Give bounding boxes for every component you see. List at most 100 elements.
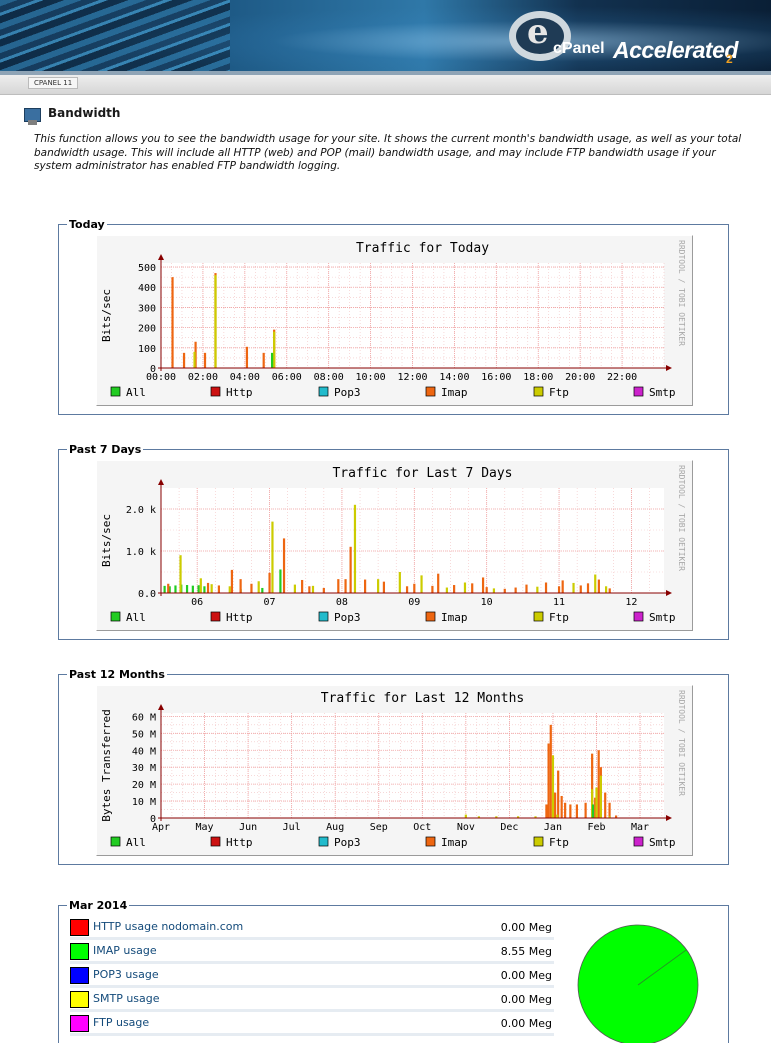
usage-value-http: 0.00 Meg — [500, 921, 552, 934]
x-tick-label: 09 — [408, 597, 420, 608]
chart-bar — [377, 579, 380, 593]
legend-label: Ftp — [549, 836, 569, 849]
chart-traffic-today: Traffic for Today RRDTOOL / TOBI OETIKER B… — [96, 235, 693, 406]
chart-bar — [405, 586, 409, 593]
chart-bar — [591, 789, 594, 818]
legend-swatch — [210, 611, 221, 622]
y-tick-label: 2.0 k — [126, 505, 156, 516]
section-past-12-months: Past 12 Months — [58, 668, 729, 865]
legend-swatch — [110, 836, 121, 847]
chart-bar — [604, 792, 607, 818]
chart-bar — [591, 753, 594, 818]
usage-table: HTTP usage nodomain.com 0.00 Meg IMAP us… — [70, 916, 554, 1036]
usage-label-pop3[interactable]: POP3 usage — [93, 968, 159, 981]
chart-bar — [250, 583, 253, 593]
legend-label: Pop3 — [334, 836, 361, 849]
x-tick-label: 08:00 — [314, 372, 344, 383]
chart-bar — [599, 775, 602, 818]
chart-bar — [270, 352, 274, 368]
usage-swatch — [70, 919, 89, 936]
legend-label: Ftp — [549, 611, 569, 624]
chart-bar — [545, 804, 548, 818]
chart-bar — [445, 587, 448, 593]
chart-bar — [182, 352, 186, 368]
x-tick-label: 02:00 — [188, 372, 218, 383]
legend-swatch — [633, 611, 644, 622]
x-tick-label: 10 — [481, 597, 493, 608]
banner-glow — [0, 0, 771, 75]
chart-bar — [282, 538, 286, 593]
section-current-month-legend: Mar 2014 — [69, 899, 128, 912]
legend-label: Smtp — [649, 611, 676, 624]
legend-label: Imap — [441, 611, 468, 624]
chart-bar — [495, 816, 498, 818]
chart-bar — [608, 802, 611, 818]
usage-row: POP3 usage 0.00 Meg — [70, 964, 554, 988]
chart-bar — [556, 814, 559, 818]
chart-bar — [293, 584, 296, 593]
chart-bar — [344, 579, 347, 593]
cpanel-logo-letter-icon: e — [527, 12, 549, 52]
chart-bar — [163, 585, 166, 593]
chart-bar — [549, 724, 552, 818]
chart-bar — [203, 586, 206, 593]
chart-bar — [503, 588, 506, 593]
chart-bar — [534, 816, 537, 818]
chart-bar — [349, 546, 352, 593]
chart-bar — [597, 579, 600, 593]
x-tick-label: Mar — [631, 822, 649, 833]
chart-bar — [453, 585, 456, 593]
section-current-month: Mar 2014 — [58, 899, 729, 1043]
usage-label-http[interactable]: HTTP usage nodomain.com — [93, 920, 244, 933]
usage-label-smtp[interactable]: SMTP usage — [93, 992, 160, 1005]
chart-bar — [554, 792, 557, 818]
chart-bar — [561, 580, 564, 593]
chart-bar — [337, 579, 340, 593]
chart-bar — [262, 352, 265, 368]
chart-bar — [471, 583, 474, 593]
section-past-7-days: Past 7 Days — [58, 443, 729, 640]
y-tick-label: 0 — [150, 814, 156, 825]
header-banner: e cPanel Accelerated 2 — [0, 0, 771, 75]
x-tick-label: 04:00 — [230, 372, 260, 383]
usage-row: HTTP usage nodomain.com 0.00 Meg — [70, 916, 554, 940]
pie-slice — [577, 924, 699, 1043]
usage-label-ftp[interactable]: FTP usage — [93, 1016, 150, 1029]
chart-bar — [273, 331, 276, 368]
usage-swatch — [70, 1015, 89, 1032]
banner-divider — [0, 71, 771, 75]
plot-area — [161, 488, 664, 593]
usage-label-imap[interactable]: IMAP usage — [93, 944, 157, 957]
chart-bar — [431, 585, 434, 593]
usage-swatch — [70, 943, 89, 960]
chart-watermark: RRDTOOL / TOBI OETIKER — [677, 465, 686, 571]
y-tick-label: 0 — [150, 364, 156, 375]
y-axis-arrow-icon — [158, 479, 164, 485]
chart-bar — [525, 584, 528, 593]
usage-row: SMTP usage 0.00 Meg — [70, 988, 554, 1012]
legend-swatch — [318, 836, 329, 847]
chart-bar — [551, 755, 555, 818]
usage-row: IMAP usage 8.55 Meg — [70, 940, 554, 964]
chart-bar — [179, 555, 182, 593]
usage-value-smtp: 0.00 Meg — [500, 993, 552, 1006]
section-past-7-days-legend: Past 7 Days — [69, 443, 142, 456]
chart-bar — [353, 504, 357, 593]
chart-bar — [547, 743, 550, 818]
chart-bar — [206, 582, 210, 593]
x-tick-label: Feb — [587, 822, 605, 833]
legend-label: Smtp — [649, 836, 676, 849]
chart-bar — [171, 277, 174, 368]
legend-label: Pop3 — [334, 386, 361, 399]
usage-swatch — [70, 991, 89, 1008]
y-tick-label: 20 M — [132, 780, 156, 791]
x-tick-label: Sep — [370, 822, 388, 833]
legend-swatch — [318, 611, 329, 622]
legend-label: Pop3 — [334, 611, 361, 624]
chart-bar — [536, 586, 539, 593]
chart-bar — [492, 588, 496, 593]
chart-bar — [168, 586, 171, 593]
chart-bar — [575, 804, 579, 818]
legend-label: Imap — [441, 836, 468, 849]
version-tab[interactable]: CPANEL 11 — [28, 77, 79, 89]
